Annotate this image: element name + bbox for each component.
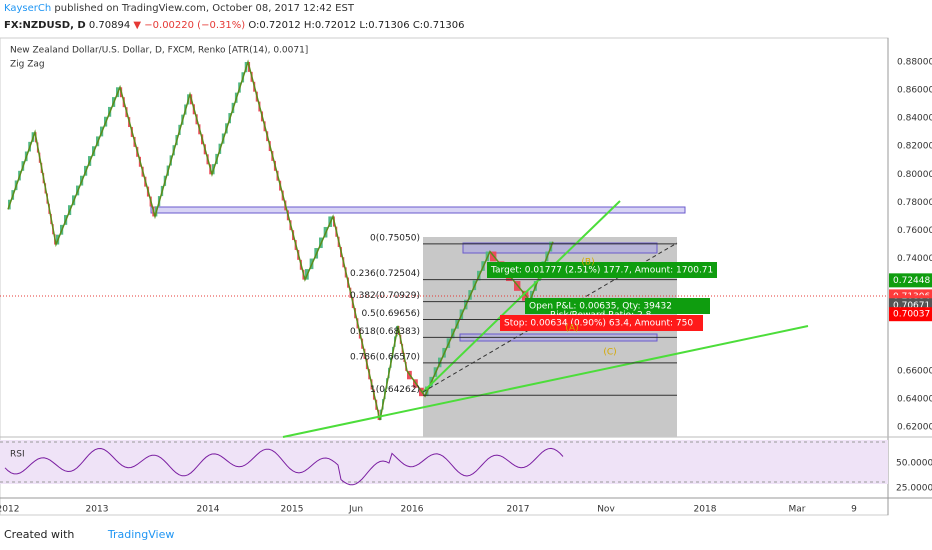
price-tick: 0.74000 [897,254,932,264]
fib-label: 1(0.64262) [370,385,420,395]
footer: Created with TradingView [4,528,174,541]
chart-title: New Zealand Dollar/U.S. Dollar, D, FXCM,… [10,46,308,56]
target: Target: 0.01777 (2.51%) 177.7, Amount: 1… [490,266,713,276]
price: 0.70894 [88,20,131,31]
zone [462,242,658,254]
indicator: Zig Zag [10,60,45,70]
symbol-line: FX:NZDUSD, D 0.70894 ▼ −0.00220 (−0.31%)… [4,20,465,31]
wave-label: (A) [565,324,578,334]
time-label: 2014 [197,505,220,515]
rsi-line [4,447,564,486]
rsi-label: RSI [10,450,25,460]
price-tick: 0.76000 [897,226,932,236]
target-bg [487,262,717,278]
fib-label: 0.382(0.70929) [350,291,420,301]
price-badge-label: 0.70671 [893,301,930,311]
time-label: Mar [789,505,806,515]
price-tick: 0.78000 [897,198,932,208]
price-tick: 0.64000 [897,394,932,404]
header: KayserCh published on TradingView.com, O… [4,3,354,14]
price-tick: 0.82000 [897,142,932,152]
rsi-bg [0,440,888,484]
price-tick: 0.62000 [897,423,932,433]
trendline [282,325,809,438]
publisher[interactable]: KayserCh [4,3,52,14]
price-tick: 0.88000 [897,58,932,68]
time-label: 9 [851,505,857,515]
stop-bg [500,315,703,331]
brand[interactable]: TradingView [107,528,175,541]
time-label: 2018 [694,505,717,515]
fib-label: 0.786(0.66570) [350,352,420,362]
stop: Stop: 0.00634 (0.90%) 63.4, Amount: 750 [504,319,693,329]
price-badge [889,307,932,322]
time-label: 2015 [281,505,304,515]
rsi-tick: 25.0000 [896,484,932,494]
trendline [422,200,621,393]
symbol: FX:NZDUSD, D [4,20,86,31]
time-label: 2017 [507,505,530,515]
chart: New Zealand Dollar/U.S. Dollar, D, FXCM,… [0,37,932,516]
fib-label: 0.236(0.72504) [350,269,420,279]
price-tick: 0.66000 [897,366,932,376]
time-label: 2016 [401,505,424,515]
change: ▼ −0.00220 (−0.31%) [133,20,246,31]
open_pl-bg [525,298,710,314]
wave-label: (C) [603,348,616,358]
published: published on TradingView.com, October 08… [54,3,354,14]
created: Created with [4,528,75,541]
time-label: 2013 [86,505,109,515]
fib-label: 0(0.75050) [370,233,420,243]
time-label: 2012 [0,505,19,515]
fib-label: 0.5(0.69656) [361,309,420,319]
time-label: Jun [348,505,363,515]
price-tick: 0.80000 [897,170,932,180]
price-tick: 0.86000 [897,86,932,96]
time-label: Nov [597,505,615,515]
open_pl: Open P&L: 0.00635, Qty: 39432 [529,302,672,312]
ohlc: O:0.72012 H:0.72012 L:0.71306 C:0.71306 [248,20,465,31]
zone [150,206,686,214]
price-badge [889,273,932,288]
fib-label: 0.618(0.68383) [350,327,420,337]
wave-label: (B) [581,258,594,268]
rsi-tick: 50.0000 [896,459,932,469]
price-badge-label: 0.72448 [893,276,930,286]
price-tick: 0.84000 [897,114,932,124]
price-badge-label: 0.70037 [893,310,930,320]
zigzag [7,59,554,421]
